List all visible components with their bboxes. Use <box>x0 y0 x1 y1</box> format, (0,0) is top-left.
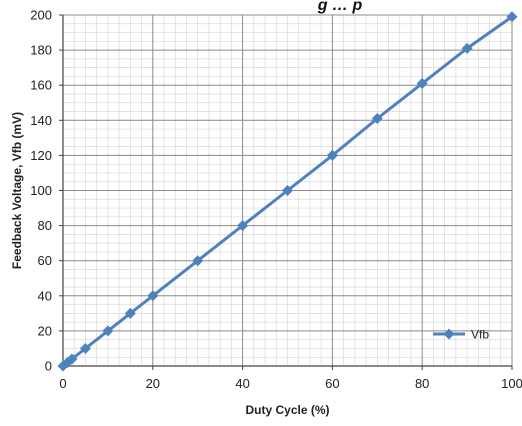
x-tick-labels: 0 20 40 60 80 100 <box>59 376 522 391</box>
y-tick-label: 140 <box>30 113 52 128</box>
axes <box>59 14 513 370</box>
y-tick-label: 200 <box>30 8 52 23</box>
x-tick-label: 60 <box>325 376 339 391</box>
data-point <box>506 11 518 23</box>
y-tick-label: 60 <box>38 253 52 268</box>
y-tick-labels: 0 20 40 60 80 100 120 140 160 180 200 <box>30 8 52 374</box>
data-point <box>237 220 249 232</box>
y-tick-label: 40 <box>38 288 52 303</box>
x-tick-label: 0 <box>59 376 66 391</box>
legend-marker <box>443 328 455 340</box>
data-point <box>147 290 159 302</box>
x-tick-label: 20 <box>146 376 160 391</box>
data-point <box>124 307 136 319</box>
chart-title-group: g … p <box>317 0 363 14</box>
y-tick-label: 180 <box>30 43 52 58</box>
y-axis-title: Feedback Voltage, Vfb (mV) <box>10 112 24 269</box>
data-point <box>371 113 383 125</box>
x-tick-label: 80 <box>415 376 429 391</box>
data-point <box>66 353 78 365</box>
y-tick-label: 160 <box>30 78 52 93</box>
data-point <box>282 185 293 196</box>
data-point <box>79 342 91 354</box>
legend: Vfb <box>433 328 489 342</box>
x-tick-label: 40 <box>235 376 249 391</box>
chart-title: g … p <box>317 0 363 14</box>
y-tick-label: 20 <box>38 323 52 338</box>
legend-label: Vfb <box>471 328 489 342</box>
x-tick-label: 100 <box>501 376 522 391</box>
y-tick-label: 120 <box>30 148 52 163</box>
y-tick-label: 100 <box>30 183 52 198</box>
data-point <box>416 77 428 89</box>
y-tick-label: 0 <box>45 359 52 374</box>
data-point <box>461 42 473 54</box>
series-group <box>57 11 518 372</box>
data-point <box>102 325 114 337</box>
data-point <box>192 255 204 267</box>
y-tick-label: 80 <box>38 218 52 233</box>
x-axis-title: Duty Cycle (%) <box>245 403 329 417</box>
data-point <box>326 149 338 161</box>
